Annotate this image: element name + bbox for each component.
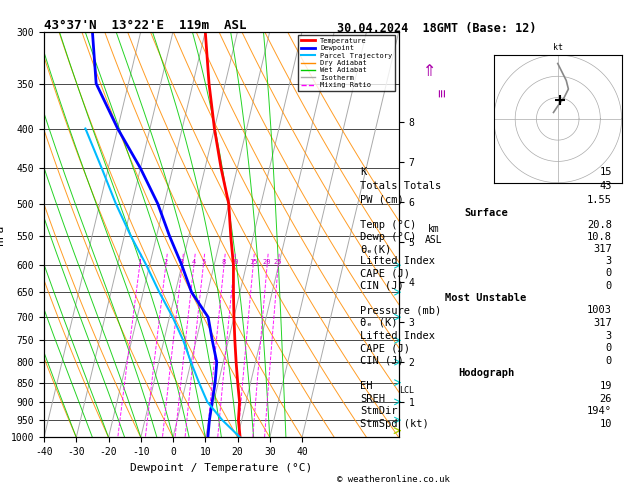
Text: CIN (J): CIN (J) <box>360 280 404 291</box>
Text: PW (cm): PW (cm) <box>360 195 404 205</box>
Text: 10: 10 <box>599 419 612 429</box>
Y-axis label: hPa: hPa <box>0 225 5 244</box>
Text: Most Unstable: Most Unstable <box>445 293 526 303</box>
Text: 1.55: 1.55 <box>587 195 612 205</box>
Text: 0: 0 <box>606 280 612 291</box>
Text: ⇑: ⇑ <box>423 60 437 80</box>
Text: 20.8: 20.8 <box>587 220 612 230</box>
Text: 25: 25 <box>274 259 282 265</box>
Y-axis label: km
ASL: km ASL <box>425 224 443 245</box>
Text: StmDir: StmDir <box>360 406 398 416</box>
Text: 3: 3 <box>606 256 612 266</box>
Text: 3: 3 <box>180 259 184 265</box>
Text: 2: 2 <box>164 259 168 265</box>
Legend: Temperature, Dewpoint, Parcel Trajectory, Dry Adiabat, Wet Adiabat, Isotherm, Mi: Temperature, Dewpoint, Parcel Trajectory… <box>298 35 396 91</box>
Text: θₑ (K): θₑ (K) <box>360 318 398 328</box>
Text: 8: 8 <box>222 259 226 265</box>
Text: 30.04.2024  18GMT (Base: 12): 30.04.2024 18GMT (Base: 12) <box>337 22 536 35</box>
Text: 317: 317 <box>593 244 612 254</box>
Text: 15: 15 <box>249 259 257 265</box>
Text: Hodograph: Hodograph <box>458 368 514 378</box>
Text: 317: 317 <box>593 318 612 328</box>
Text: Dewp (°C): Dewp (°C) <box>360 232 416 242</box>
Text: 10: 10 <box>230 259 238 265</box>
Text: 10.8: 10.8 <box>587 232 612 242</box>
Text: 26: 26 <box>599 394 612 403</box>
Text: CAPE (J): CAPE (J) <box>360 268 410 278</box>
Text: SREH: SREH <box>360 394 385 403</box>
Text: 1: 1 <box>138 259 142 265</box>
Text: Surface: Surface <box>464 208 508 218</box>
Text: 0: 0 <box>606 343 612 353</box>
Text: K: K <box>360 167 366 177</box>
Text: © weatheronline.co.uk: © weatheronline.co.uk <box>337 474 449 484</box>
Text: CIN (J): CIN (J) <box>360 356 404 365</box>
Text: Temp (°C): Temp (°C) <box>360 220 416 230</box>
Text: θₑ(K): θₑ(K) <box>360 244 391 254</box>
Text: CAPE (J): CAPE (J) <box>360 343 410 353</box>
Text: LCL: LCL <box>399 386 415 395</box>
Text: Totals Totals: Totals Totals <box>360 181 442 191</box>
Text: Lifted Index: Lifted Index <box>360 256 435 266</box>
Text: 43°37'N  13°22'E  119m  ASL: 43°37'N 13°22'E 119m ASL <box>44 18 247 32</box>
Text: 4: 4 <box>192 259 196 265</box>
X-axis label: Dewpoint / Temperature (°C): Dewpoint / Temperature (°C) <box>130 463 313 473</box>
Text: 15: 15 <box>599 167 612 177</box>
Text: 19: 19 <box>599 381 612 391</box>
Text: Pressure (mb): Pressure (mb) <box>360 305 442 315</box>
Text: EH: EH <box>360 381 372 391</box>
Text: ≡: ≡ <box>436 88 450 97</box>
Text: 1003: 1003 <box>587 305 612 315</box>
Text: Lifted Index: Lifted Index <box>360 330 435 341</box>
Text: 0: 0 <box>606 268 612 278</box>
Text: 5: 5 <box>201 259 206 265</box>
Text: 43: 43 <box>599 181 612 191</box>
Text: 0: 0 <box>606 356 612 365</box>
Text: 194°: 194° <box>587 406 612 416</box>
Text: 3: 3 <box>606 330 612 341</box>
Text: StmSpd (kt): StmSpd (kt) <box>360 419 429 429</box>
Text: 20: 20 <box>263 259 271 265</box>
